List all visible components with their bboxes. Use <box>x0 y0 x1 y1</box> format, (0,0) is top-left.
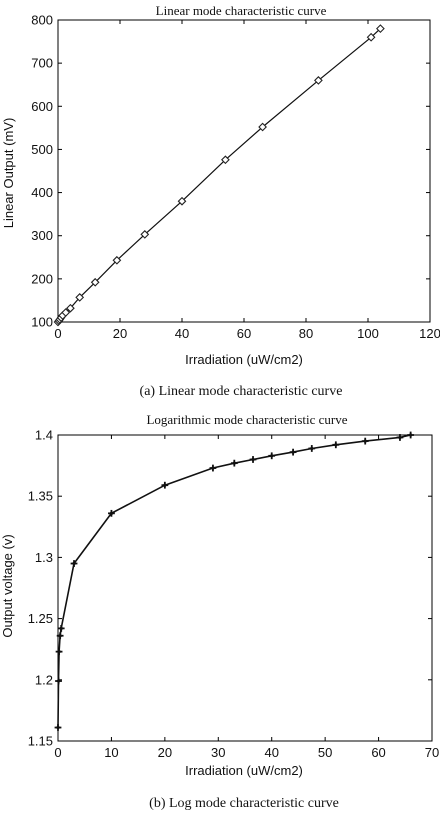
linear-ytick-label: 800 <box>31 13 53 28</box>
log-xtick-label: 40 <box>264 745 278 760</box>
log-data-point <box>55 677 62 685</box>
log-data-point <box>56 632 64 640</box>
log-data-point <box>361 437 369 445</box>
linear-xtick-label: 40 <box>175 326 189 341</box>
linear-data-point <box>366 32 376 42</box>
linear-data-point <box>177 196 187 206</box>
chart-linear-ylabel: Linear Output (mV) <box>1 118 16 229</box>
linear-ytick-label: 600 <box>31 99 53 114</box>
log-data-point <box>209 464 217 472</box>
log-data-point <box>70 560 78 567</box>
chart-log-caption: (b) Log mode characteristic curve <box>149 796 339 811</box>
log-data-point <box>289 448 297 456</box>
linear-data-point <box>75 293 85 302</box>
chart-log-ylabel: Output voltage (v) <box>0 534 15 637</box>
chart-linear-caption: (a) Linear mode characteristic curve <box>140 384 343 399</box>
linear-xtick-label: 120 <box>419 326 440 341</box>
linear-ytick-label: 200 <box>31 271 53 286</box>
linear-data-point <box>221 155 230 165</box>
log-xtick-label: 70 <box>425 745 439 760</box>
chart-log-plot: 0 10 20 30 40 50 60 70 1.15 1.2 1.25 1.3 1.35 1.4 <box>28 428 440 761</box>
chart-linear-title: Linear mode characteristic curve <box>156 3 327 18</box>
chart-linear-xlabel: Irradiation (uW/cm2) <box>185 352 303 367</box>
linear-series-line <box>57 28 381 323</box>
linear-data-point <box>90 277 100 287</box>
log-data-point <box>308 445 316 452</box>
chart-log-title: Logarithmic mode characteristic curve <box>146 412 347 427</box>
log-ytick-label: 1.4 <box>35 428 53 443</box>
linear-xtick-label: 60 <box>237 326 251 341</box>
log-xtick-label: 50 <box>318 745 332 760</box>
log-data-point <box>57 624 65 632</box>
linear-xtick-label: 100 <box>357 326 379 341</box>
linear-xtick-label: 20 <box>113 326 127 341</box>
log-xtick-label: 20 <box>158 745 172 760</box>
log-xtick-label: 30 <box>211 745 225 760</box>
linear-xtick-label: 80 <box>299 326 313 341</box>
chart-linear-svg: Linear mode characteristic curve 0 20 40 60… <box>1 3 440 399</box>
log-data-point <box>249 456 257 463</box>
log-plot-frame <box>57 434 433 742</box>
log-data-point <box>161 481 169 489</box>
chart-log-xlabel: Irradiation (uW/cm2) <box>185 763 303 778</box>
log-xtick-label: 60 <box>371 745 385 760</box>
log-data-point <box>54 724 62 731</box>
log-data-point <box>407 431 415 439</box>
chart-linear-plot: 0 20 40 60 80 100 120 100 200 300 400 500 600 700 800 <box>31 13 440 342</box>
linear-ytick-label: 700 <box>31 56 53 71</box>
log-data-point <box>108 509 115 517</box>
chart-linear: Linear mode characteristic curve 0 20 40 60… <box>0 0 440 405</box>
linear-data-point <box>66 303 75 313</box>
linear-ytick-label: 500 <box>31 142 53 157</box>
log-ytick-label: 1.25 <box>28 611 53 626</box>
linear-data-point <box>376 24 385 34</box>
linear-xtick-label: 0 <box>54 326 61 341</box>
log-ytick-label: 1.35 <box>28 489 53 504</box>
linear-data-point <box>140 230 150 239</box>
linear-plot-frame <box>57 19 431 323</box>
log-ytick-label: 1.3 <box>35 550 53 565</box>
log-data-point <box>332 441 340 449</box>
log-xtick-label: 0 <box>54 745 61 760</box>
linear-ytick-label: 100 <box>31 315 53 330</box>
linear-ytick-label: 400 <box>31 185 53 200</box>
log-ytick-label: 1.2 <box>35 672 53 687</box>
log-data-point <box>230 459 238 467</box>
linear-data-point <box>314 76 323 85</box>
linear-ytick-label: 300 <box>31 228 53 243</box>
linear-data-point <box>61 308 71 317</box>
log-data-point <box>55 648 63 656</box>
log-series-line <box>57 434 411 728</box>
log-data-point <box>396 434 404 441</box>
log-data-point <box>268 452 276 460</box>
log-xtick-label: 10 <box>104 745 118 760</box>
log-ytick-label: 1.15 <box>28 734 53 749</box>
linear-data-point <box>258 122 267 132</box>
linear-data-point <box>112 255 122 265</box>
